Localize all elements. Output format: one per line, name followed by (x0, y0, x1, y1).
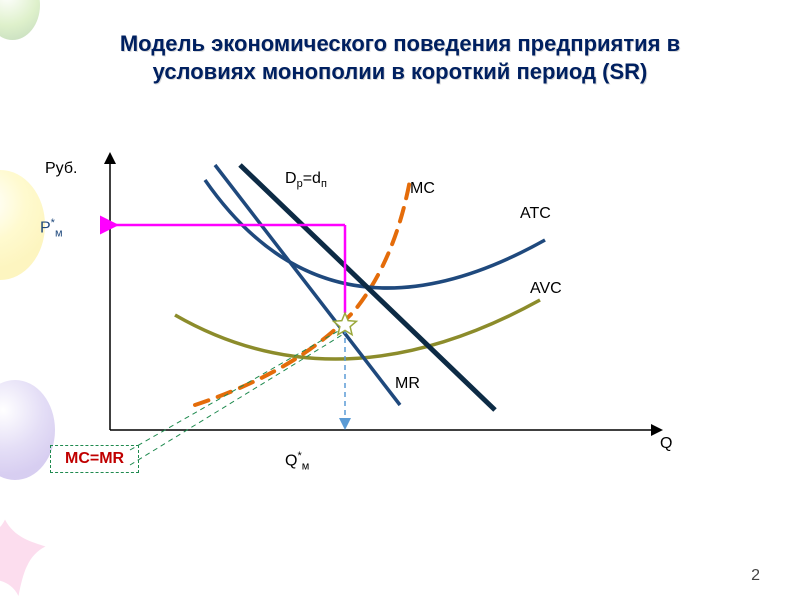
atc-label: ATC (520, 205, 551, 223)
page-title: Модель экономического поведения предприя… (90, 30, 710, 85)
q-star-label: Q*м (285, 450, 309, 473)
chart-svg (100, 150, 670, 490)
avc-label: AVC (530, 280, 562, 298)
p-star-label: Р*м (40, 217, 63, 240)
slide-number: 2 (751, 567, 760, 585)
economics-chart: Руб. Q MC ATC AVC Dр=dп MR Р*м Q*м MC=MR (100, 150, 670, 490)
mc-label: MC (410, 180, 435, 198)
hint-line-2 (130, 335, 342, 465)
y-axis-label: Руб. (45, 160, 77, 178)
atc-curve (205, 180, 545, 288)
mr-label: MR (395, 375, 420, 393)
x-axis-label: Q (660, 435, 672, 453)
mcmr-condition: MC=MR (50, 445, 139, 473)
demand-curve (240, 165, 495, 410)
demand-label: Dр=dп (285, 170, 327, 190)
mc-curve (195, 180, 410, 405)
